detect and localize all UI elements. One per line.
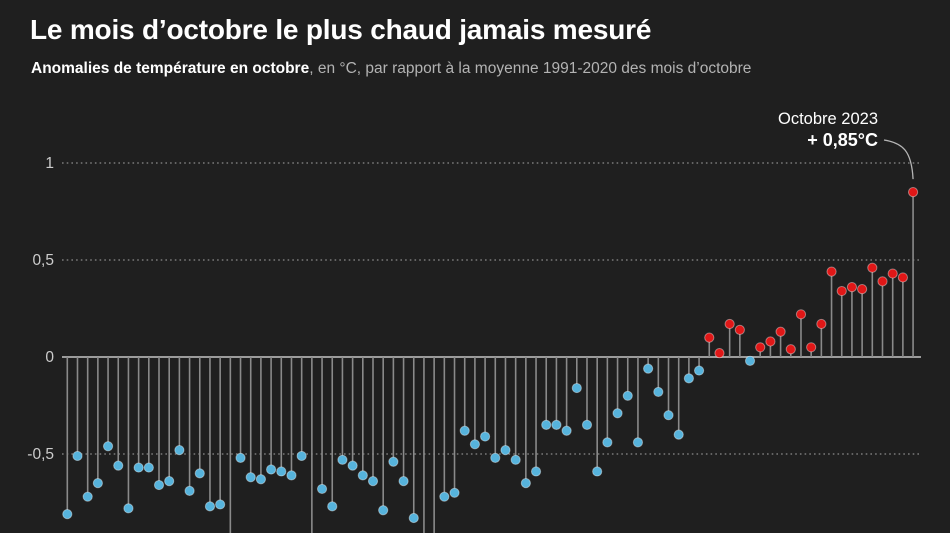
data-point-1946: [123, 503, 134, 514]
data-point-1967: [337, 454, 348, 465]
data-point-1979: [459, 425, 470, 436]
y-tick-label: -0,5: [27, 446, 54, 463]
y-tick-label: 0,5: [32, 252, 54, 269]
data-point-1993: [602, 437, 613, 448]
data-point-1941: [72, 450, 83, 462]
subtitle-regular-text: , en °C, par rapport à la moyenne 1991-2…: [309, 60, 752, 77]
data-point-1952: [184, 485, 195, 496]
data-point-1962: [286, 470, 297, 481]
data-point-1971: [378, 505, 389, 516]
data-point-1963: [296, 450, 307, 462]
data-point-2018: [857, 284, 868, 295]
data-point-1983: [500, 445, 511, 456]
data-point-1985: [520, 478, 531, 489]
data-point-1951: [174, 445, 185, 456]
data-point-1953: [194, 468, 205, 479]
data-point-1940: [62, 509, 73, 520]
data-point-1969: [357, 470, 368, 481]
data-point-2012: [795, 309, 807, 320]
data-point-1966: [327, 501, 338, 512]
data-point-1987: [541, 419, 552, 430]
data-point-1965: [316, 483, 328, 495]
data-point-2003: [704, 332, 715, 343]
data-point-1959: [255, 474, 267, 485]
data-point-1982: [490, 452, 501, 463]
data-point-2002: [693, 365, 705, 376]
chart-subtitle: Anomalies de température en octobre, en …: [31, 60, 751, 78]
data-point-1995: [622, 390, 633, 401]
data-point-1973: [398, 476, 409, 487]
data-point-1949: [153, 479, 165, 491]
data-point-1978: [449, 487, 460, 498]
y-tick-label: 1: [45, 155, 54, 172]
highlight-annotation: Octobre 2023 + 0,85°C: [778, 109, 878, 151]
data-point-1996: [632, 437, 644, 448]
data-point-2004: [714, 348, 725, 359]
data-point-2005: [724, 318, 735, 330]
annotation-value-label: + 0,85°C: [807, 130, 878, 150]
data-point-1950: [164, 476, 175, 487]
data-point-2013: [806, 342, 817, 353]
data-point-1942: [82, 491, 93, 502]
data-point-2017: [846, 282, 858, 293]
data-point-2020: [877, 276, 888, 287]
data-point-1998: [653, 386, 664, 398]
data-point-2011: [785, 344, 796, 355]
data-point-2023: [907, 187, 919, 198]
data-point-2006: [734, 324, 745, 335]
data-point-2022: [897, 272, 908, 283]
data-point-2014: [816, 318, 827, 330]
data-point-1957: [235, 452, 246, 463]
data-point-1948: [143, 462, 154, 473]
data-point-1988: [551, 419, 562, 430]
data-point-1968: [347, 460, 358, 471]
data-point-1972: [388, 456, 399, 467]
data-point-1991: [581, 419, 593, 430]
data-point-2000: [673, 429, 684, 440]
data-point-2015: [826, 266, 837, 277]
data-point-1947: [133, 462, 144, 473]
data-point-2010: [775, 326, 786, 337]
data-point-1974: [408, 512, 419, 524]
data-point-1977: [439, 491, 450, 502]
data-point-2009: [765, 336, 776, 347]
data-point-1994: [612, 408, 623, 419]
data-point-1944: [102, 441, 114, 452]
annotation-arrow: [883, 139, 914, 180]
annotation-year-label: Octobre 2023: [778, 110, 878, 128]
data-point-2016: [836, 285, 847, 297]
data-point-1960: [266, 464, 277, 475]
data-point-1943: [92, 478, 103, 489]
data-point-1955: [215, 499, 226, 510]
data-point-1999: [663, 410, 674, 421]
data-point-1980: [469, 439, 480, 450]
data-point-1961: [276, 466, 287, 477]
data-point-2019: [867, 262, 878, 273]
y-tick-label: 0: [45, 349, 54, 366]
data-point-1984: [510, 454, 521, 465]
data-point-1989: [561, 425, 572, 436]
data-point-1992: [592, 466, 603, 477]
data-point-1954: [204, 501, 216, 512]
data-point-1945: [113, 460, 124, 471]
data-point-1990: [571, 382, 582, 394]
data-point-2007: [744, 355, 756, 366]
subtitle-bold-text: Anomalies de température en octobre: [31, 60, 310, 77]
data-point-1981: [479, 431, 491, 442]
data-point-1986: [530, 466, 542, 477]
page-title: Le mois d’octobre le plus chaud jamais m…: [30, 14, 652, 45]
data-point-2001: [683, 373, 694, 384]
data-point-2008: [755, 342, 766, 353]
data-point-2021: [887, 268, 898, 279]
data-point-1997: [643, 363, 654, 374]
data-point-1970: [367, 476, 379, 487]
data-point-1958: [245, 472, 256, 483]
